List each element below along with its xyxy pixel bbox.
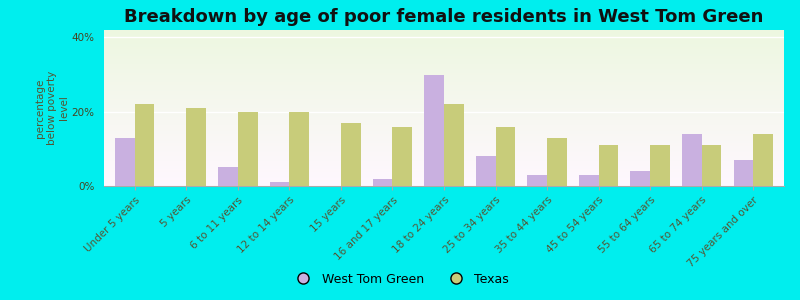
Bar — [135, 104, 154, 186]
Bar — [341, 123, 361, 186]
Bar — [425, 75, 444, 186]
Bar — [270, 182, 290, 186]
Bar — [373, 178, 393, 186]
Bar — [238, 112, 258, 186]
Bar — [682, 134, 702, 186]
Bar — [702, 145, 721, 186]
Bar — [598, 145, 618, 186]
Bar — [444, 104, 463, 186]
Bar — [734, 160, 753, 186]
Bar — [495, 127, 515, 186]
Bar — [753, 134, 773, 186]
Bar — [218, 167, 238, 186]
Bar — [393, 127, 412, 186]
Title: Breakdown by age of poor female residents in West Tom Green: Breakdown by age of poor female resident… — [124, 8, 764, 26]
Bar — [527, 175, 547, 186]
Bar — [290, 112, 309, 186]
Bar — [476, 156, 495, 186]
Bar — [579, 175, 598, 186]
Bar — [547, 138, 566, 186]
Legend: West Tom Green, Texas: West Tom Green, Texas — [286, 268, 514, 291]
Y-axis label: percentage
below poverty
level: percentage below poverty level — [35, 71, 69, 145]
Bar — [630, 171, 650, 186]
Bar — [115, 138, 135, 186]
Bar — [186, 108, 206, 186]
Bar — [650, 145, 670, 186]
